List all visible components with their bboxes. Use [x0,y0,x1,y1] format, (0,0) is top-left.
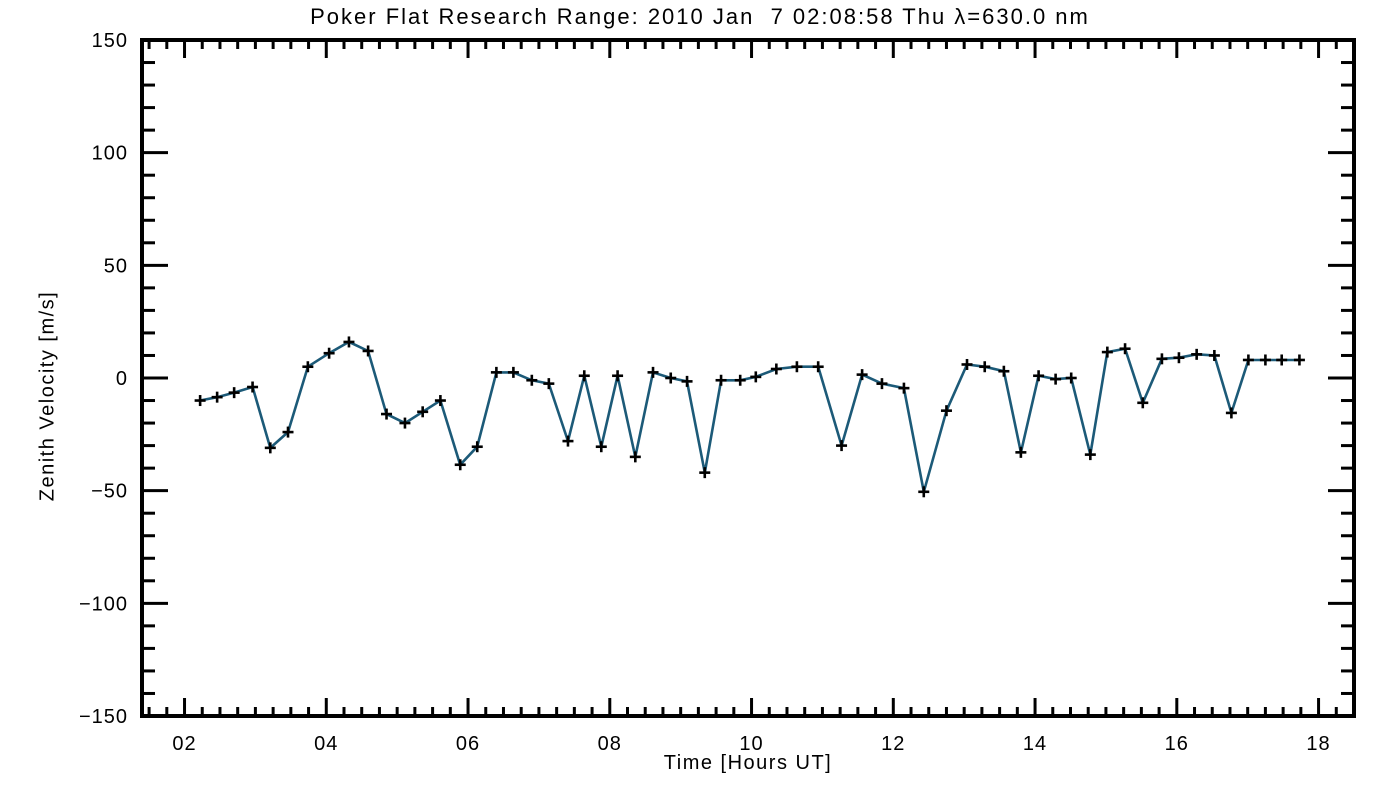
y-tick-label: −150 [79,706,128,728]
y-tick-labels: −150 −100 −50 0 50 100 150 [79,30,128,728]
x-axis-title: Time [Hours UT] [663,752,833,774]
chart-title: Poker Flat Research Range: 2010 Jan 7 02… [310,4,1090,29]
x-tick-label: 10 [739,733,763,755]
y-tick-label: −100 [79,593,128,615]
x-tick-label: 14 [1023,733,1047,755]
data-line [198,340,1301,493]
y-axis-title-text: Zenith Velocity [m/s] [36,290,59,502]
x-tick-labels: 02 04 06 08 10 12 14 16 18 [172,733,1330,755]
y-tick-label: −50 [91,481,128,503]
x-tick-label: 18 [1306,733,1330,755]
x-tick-label: 04 [314,733,338,755]
x-tick-label: 12 [881,733,905,755]
plot-border [140,38,1356,718]
x-tick-label: 06 [456,733,480,755]
y-tick-label: 100 [92,143,128,165]
data-markers [194,336,1305,498]
data-series [194,336,1305,498]
y-tick-label: 0 [116,368,128,390]
x-tick-label: 08 [598,733,622,755]
x-tick-label: 16 [1165,733,1189,755]
y-tick-label: 150 [92,30,128,52]
y-tick-label: 50 [104,255,128,277]
x-tick-label: 02 [172,733,196,755]
